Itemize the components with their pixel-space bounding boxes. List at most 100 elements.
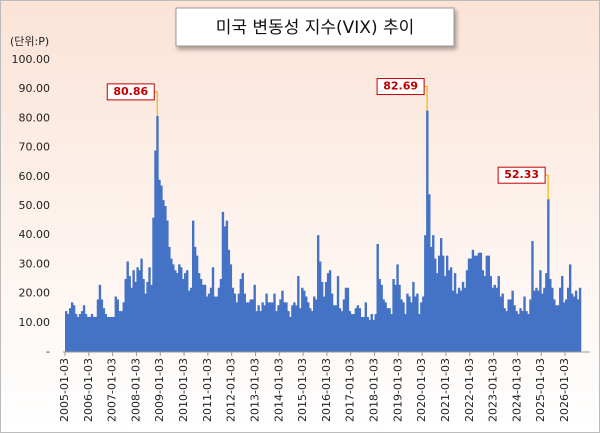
bar [362, 316, 366, 352]
bar [354, 308, 358, 352]
bar [273, 293, 276, 352]
bar [332, 305, 336, 352]
bar [364, 302, 367, 352]
bar [326, 273, 330, 352]
bar [461, 281, 465, 352]
bar [291, 305, 294, 352]
bar [384, 302, 387, 352]
bar [334, 305, 338, 352]
bar [138, 270, 141, 352]
bar [215, 296, 219, 352]
bar [368, 319, 371, 352]
bar [299, 308, 302, 352]
bar [311, 311, 314, 352]
bar [203, 284, 207, 352]
bar [132, 270, 135, 352]
bar [578, 287, 582, 352]
bar [279, 299, 282, 352]
bar [366, 316, 369, 352]
bar [199, 279, 203, 352]
annotation-label: 82.69 [383, 80, 418, 93]
y-tick-label: 90.00 [19, 82, 51, 95]
bar [90, 314, 94, 352]
bar [94, 316, 98, 352]
bar [543, 287, 546, 352]
bar [551, 287, 554, 352]
bar [513, 305, 516, 352]
bar [412, 281, 415, 352]
bar [172, 264, 175, 352]
bar [424, 235, 427, 352]
bar [426, 110, 429, 352]
bar [223, 226, 227, 352]
bar [358, 308, 362, 352]
bar [441, 255, 445, 352]
bar [269, 302, 272, 352]
bar [271, 302, 274, 352]
bar [440, 238, 443, 352]
x-tick-label: 2008-01-03 [129, 358, 142, 422]
bar [201, 284, 205, 352]
bar [541, 293, 544, 352]
bar [247, 302, 250, 352]
bar [529, 299, 532, 352]
bar [459, 290, 463, 352]
bar [576, 299, 580, 352]
annotation-box [106, 83, 155, 101]
bar [511, 290, 514, 352]
bar [80, 311, 84, 352]
bar [561, 276, 564, 352]
bar [221, 211, 225, 352]
x-tick-label: 2013-01-03 [248, 358, 261, 422]
bar [434, 258, 437, 352]
bar [418, 314, 421, 352]
bar [116, 299, 119, 352]
x-tick-label: 2018-01-03 [368, 358, 381, 422]
bar [301, 287, 304, 352]
bar [82, 305, 86, 352]
bar [136, 267, 139, 352]
bar [320, 281, 324, 352]
chart-title: 미국 변동성 지수(VIX) 추이 [216, 18, 415, 38]
bar [398, 284, 401, 352]
bar [346, 287, 350, 352]
bar [420, 302, 423, 352]
bar [241, 273, 244, 352]
bar [386, 308, 389, 352]
bar [475, 255, 479, 352]
bar [507, 299, 510, 352]
bar [86, 316, 90, 352]
bar [408, 296, 411, 352]
bar [176, 273, 179, 352]
bar [188, 290, 191, 352]
bar [186, 270, 189, 352]
bar [257, 305, 260, 352]
bar [281, 290, 284, 352]
bar [243, 293, 246, 352]
bar [557, 305, 560, 352]
x-tick-label: 2026-01-03 [558, 358, 571, 422]
bar [277, 305, 280, 352]
bar [473, 255, 477, 352]
annotation-box [497, 166, 546, 184]
bar [287, 311, 290, 352]
bar [515, 311, 518, 352]
bar [122, 302, 125, 352]
y-tick-label: 80.00 [19, 111, 51, 124]
bar [84, 314, 88, 352]
bar [78, 314, 82, 352]
bar [108, 316, 112, 352]
bar [303, 290, 306, 352]
bar [70, 302, 74, 352]
bar [495, 287, 498, 352]
bar [455, 293, 459, 352]
bar [388, 308, 391, 352]
bar [102, 308, 106, 352]
x-tick-label: 2016-01-03 [320, 358, 333, 422]
x-tick-label: 2014-01-03 [272, 358, 285, 422]
y-tick-label: 70.00 [19, 141, 51, 154]
bar [211, 267, 215, 352]
bar [283, 302, 286, 352]
bar [432, 235, 435, 352]
